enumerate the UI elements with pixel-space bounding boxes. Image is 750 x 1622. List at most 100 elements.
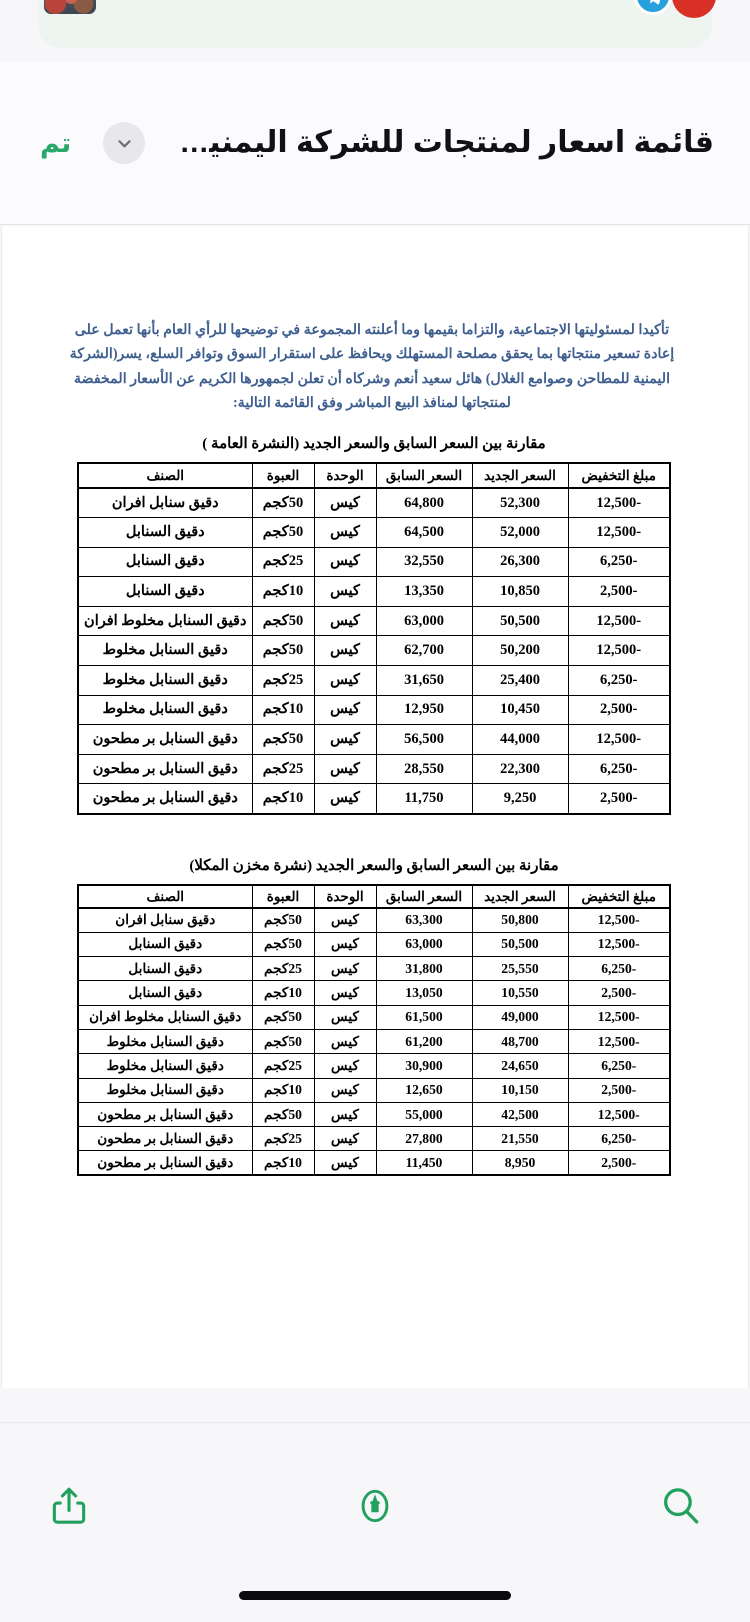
td-package: 10كجم: [251, 783, 315, 815]
table-row: -6,250 24,650 30,900 كيس 25كجم دقيق السنابل م…: [77, 1053, 671, 1079]
chat-bubble[interactable]: [38, 0, 712, 48]
td-discount: -12,500: [567, 1004, 671, 1030]
red-badge-icon[interactable]: [672, 0, 716, 18]
document-page: تأكيدا لمسئوليتها الاجتماعية، والتزاما ب…: [1, 226, 749, 1388]
table-row: -12,500 42,500 55,000 كيس 50كجم دقيق السنابل …: [77, 1101, 671, 1128]
photo-thumbnail[interactable]: [44, 0, 96, 14]
td-discount: -2,500: [567, 1150, 671, 1176]
td-discount: -6,250: [567, 1053, 671, 1079]
th-discount: مبلغ التخفيض: [567, 884, 671, 909]
search-icon[interactable]: [650, 1475, 712, 1537]
td-old-price: 64,800: [375, 487, 473, 519]
td-item: دقيق السنابل مخلوط افران: [77, 1004, 253, 1030]
td-item: دقيق السنابل: [77, 980, 253, 1006]
table-row: -6,250 25,550 31,800 كيس 25كجم دقيق السنابل: [77, 956, 671, 982]
td-discount: -12,500: [567, 635, 671, 667]
td-new-price: 49,000: [471, 1004, 569, 1030]
td-item: دقيق السنابل: [77, 546, 253, 578]
td-discount: -12,500: [567, 605, 671, 637]
td-package: 25كجم: [251, 956, 315, 982]
table-row: -2,500 10,450 12,950 كيس 10كجم دقيق السنابل م…: [77, 694, 671, 726]
th-old-price: السعر السابق: [375, 884, 473, 909]
td-item: دقيق السنابل مخلوط: [77, 665, 253, 696]
td-old-price: 56,500: [375, 724, 473, 755]
td-new-price: 42,500: [471, 1101, 569, 1128]
td-package: 25كجم: [251, 753, 315, 785]
table-row: -2,500 10,850 13,350 كيس 10كجم دقيق السنابل: [77, 576, 671, 607]
table-row: -12,500 52,000 64,500 كيس 50كجم دقيق السنابل: [77, 517, 671, 548]
done-button[interactable]: تم: [34, 124, 77, 163]
td-new-price: 50,800: [471, 907, 569, 933]
td-package: 50كجم: [251, 635, 315, 667]
table-row: -6,250 21,550 27,800 كيس 25كجم دقيق السنابل ب…: [77, 1126, 671, 1152]
td-new-price: 26,300: [471, 546, 569, 578]
td-new-price: 52,300: [471, 487, 569, 519]
td-old-price: 32,550: [375, 546, 473, 578]
td-package: 25كجم: [251, 1126, 315, 1152]
table-row: -12,500 50,800 63,300 كيس 50كجم دقيق سنابل اف…: [77, 907, 671, 933]
td-unit: كيس: [313, 783, 377, 815]
td-unit: كيس: [313, 546, 377, 578]
td-new-price: 50,200: [471, 635, 569, 667]
td-new-price: 8,950: [471, 1150, 569, 1176]
document-scroll-area[interactable]: تأكيدا لمسئوليتها الاجتماعية، والتزاما ب…: [0, 226, 750, 1422]
td-unit: كيس: [313, 694, 377, 726]
table-row: -2,500 8,950 11,450 كيس 10كجم دقيق السنابل بر…: [77, 1150, 671, 1176]
td-old-price: 55,000: [375, 1101, 473, 1128]
td-discount: -6,250: [567, 546, 671, 578]
td-package: 50كجم: [251, 1101, 315, 1128]
share-icon[interactable]: [38, 1475, 100, 1537]
td-discount: -12,500: [567, 724, 671, 755]
td-old-price: 62,700: [375, 635, 473, 667]
td-item: دقيق سنابل افران: [77, 487, 253, 519]
td-unit: كيس: [313, 956, 377, 982]
corner-icon-group: [634, 0, 716, 18]
td-old-price: 63,000: [375, 605, 473, 637]
telegram-icon[interactable]: [634, 0, 672, 15]
table-caption: مقارنة بين السعر السابق والسعر الجديد (ا…: [202, 436, 546, 452]
td-new-price: 10,450: [471, 694, 569, 726]
td-old-price: 64,500: [375, 517, 473, 548]
td-item: دقيق السنابل بر مطحون: [77, 753, 253, 785]
td-unit: كيس: [313, 1004, 377, 1030]
td-unit: كيس: [313, 907, 377, 933]
td-old-price: 28,550: [375, 753, 473, 785]
td-new-price: 10,150: [471, 1077, 569, 1103]
td-old-price: 11,450: [375, 1150, 473, 1176]
table-head: مبلغ التخفيض السعر الجديد السعر السابق ا…: [77, 462, 671, 489]
td-unit: كيس: [313, 1077, 377, 1103]
th-old-price: السعر السابق: [375, 462, 473, 489]
markup-pen-icon[interactable]: [344, 1475, 406, 1537]
td-old-price: 61,200: [375, 1028, 473, 1055]
td-old-price: 31,800: [375, 956, 473, 982]
td-unit: كيس: [313, 605, 377, 637]
td-item: دقيق السنابل بر مطحون: [77, 1126, 253, 1152]
td-discount: -12,500: [567, 907, 671, 933]
td-item: دقيق السنابل مخلوط: [77, 694, 253, 726]
td-old-price: 13,050: [375, 980, 473, 1006]
td-item: دقيق السنابل بر مطحون: [77, 1150, 253, 1176]
td-discount: -6,250: [567, 665, 671, 696]
td-new-price: 50,500: [471, 931, 569, 958]
td-unit: كيس: [313, 576, 377, 607]
td-unit: كيس: [313, 635, 377, 667]
td-item: دقيق السنابل بر مطحون: [77, 724, 253, 755]
td-new-price: 22,300: [471, 753, 569, 785]
td-discount: -2,500: [567, 980, 671, 1006]
chevron-down-icon[interactable]: [103, 122, 146, 164]
td-discount: -2,500: [567, 576, 671, 607]
td-old-price: 63,000: [375, 931, 473, 958]
document-header-bar: قائمة اسعار لمنتجات للشركة اليمنية للمط.…: [0, 62, 750, 225]
td-package: 25كجم: [251, 546, 315, 578]
td-discount: -12,500: [567, 487, 671, 519]
td-item: دقيق السنابل مخلوط: [77, 1053, 253, 1079]
table-row: -12,500 50,500 63,000 كيس 50كجم دقيق السنابل: [77, 931, 671, 958]
th-item: الصنف: [77, 462, 253, 489]
bottom-toolbar: [0, 1422, 750, 1622]
td-old-price: 12,650: [375, 1077, 473, 1103]
table-row: -12,500 50,200 62,700 كيس 50كجم دقيق السنابل …: [77, 635, 671, 667]
th-unit: الوحدة: [313, 884, 377, 909]
table-caption: مقارنة بين السعر السابق والسعر الجديد (ن…: [189, 858, 559, 874]
td-new-price: 44,000: [471, 724, 569, 755]
td-package: 50كجم: [251, 605, 315, 637]
